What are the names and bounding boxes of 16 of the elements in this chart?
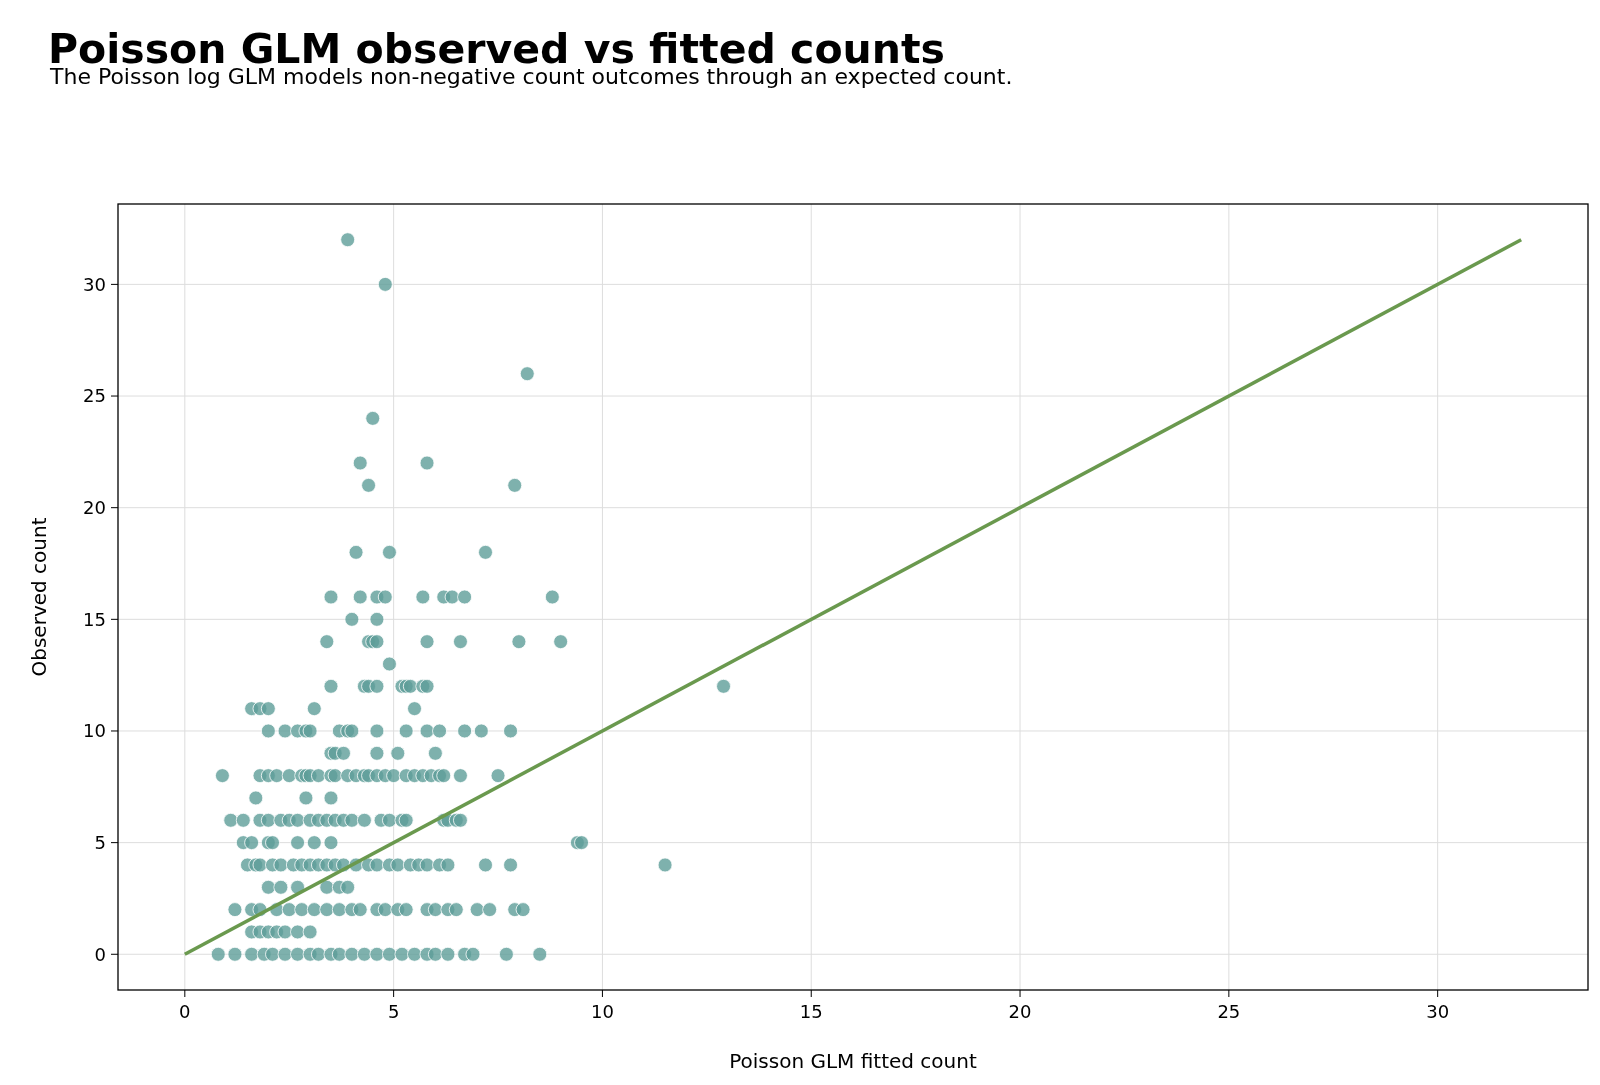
x-tick-label: 25	[1217, 1001, 1241, 1022]
y-tick-label: 30	[83, 273, 106, 295]
y-tick-label: 20	[83, 496, 106, 518]
x-tick-label: 15	[799, 1001, 823, 1022]
x-tick-label: 30	[1426, 1001, 1450, 1022]
y-tick-label: 25	[83, 385, 106, 407]
y-axis-title: Observed count	[27, 517, 51, 677]
y-tick-label: 0	[94, 943, 106, 965]
y-tick-label: 10	[83, 720, 106, 742]
x-axis-title: Poisson GLM fitted count	[729, 1049, 977, 1073]
x-tick-label: 20	[1008, 1001, 1032, 1022]
x-tick-label: 5	[387, 1001, 400, 1022]
x-tick-label: 10	[590, 1001, 614, 1022]
y-tick-label: 15	[83, 608, 106, 630]
x-tick-label: 0	[179, 1001, 191, 1022]
y-tick-label: 5	[94, 831, 106, 853]
